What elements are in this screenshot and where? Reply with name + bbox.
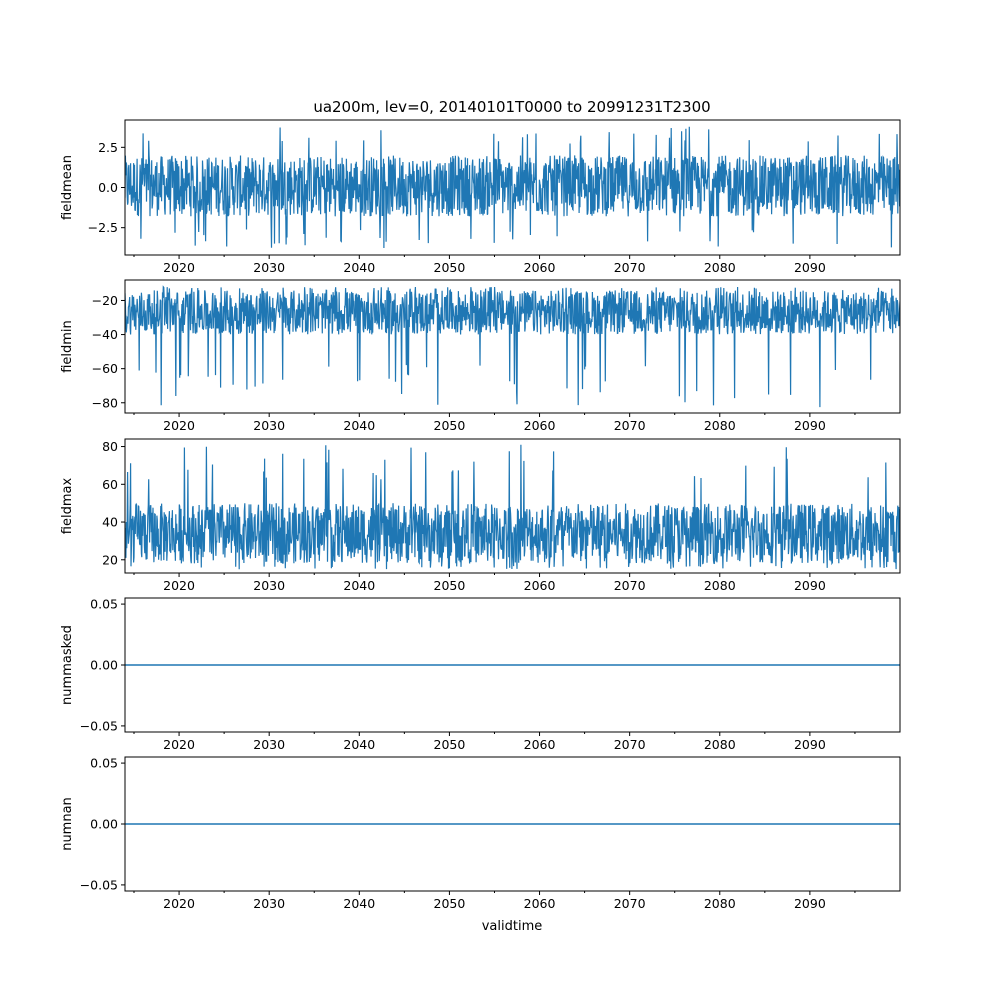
y-tick-label: −2.5 <box>88 220 118 235</box>
x-tick-label: 2090 <box>794 260 826 275</box>
y-tick-label: −0.05 <box>80 877 118 892</box>
x-tick-label: 2020 <box>163 578 195 593</box>
x-tick-label: 2050 <box>434 896 466 911</box>
subplot-fieldmin: −80 −60 −40 −20 2020 2030 2040 2050 2060 2070 2080… <box>60 279 901 433</box>
x-tick-label: 2060 <box>524 418 556 433</box>
y-tick-label: 2.5 <box>98 140 118 155</box>
y-tick-label: −60 <box>92 361 118 376</box>
x-tick-label: 2070 <box>614 418 646 433</box>
x-tick-label: 2090 <box>794 578 826 593</box>
subplot-fieldmean: −2.5 0.0 2.5 2020 2030 2040 2050 2060 2070 2080 20… <box>60 119 901 275</box>
x-tick-label: 2090 <box>794 418 826 433</box>
x-tick-label: 2070 <box>614 578 646 593</box>
x-tick-label: 2090 <box>794 896 826 911</box>
x-tick-label: 2040 <box>343 578 375 593</box>
chart-title: ua200m, lev=0, 20140101T0000 to 20991231… <box>313 98 710 116</box>
x-tick-label: 2070 <box>614 260 646 275</box>
y-tick-label: 20 <box>102 552 118 567</box>
x-tick-label: 2060 <box>524 896 556 911</box>
x-tick-label: 2030 <box>253 737 285 752</box>
x-tick-label: 2070 <box>614 737 646 752</box>
x-tick-label: 2080 <box>704 896 736 911</box>
x-tick-label: 2030 <box>253 896 285 911</box>
y-tick-label: 0.0 <box>98 180 118 195</box>
x-tick-label: 2080 <box>704 578 736 593</box>
x-tick-label: 2040 <box>343 418 375 433</box>
x-tick-label: 2060 <box>524 578 556 593</box>
x-tick-label: 2040 <box>343 737 375 752</box>
y-tick-label: 0.05 <box>90 756 118 771</box>
x-tick-label: 2020 <box>163 896 195 911</box>
y-tick-label: 0.00 <box>90 658 118 673</box>
x-tick-label: 2040 <box>343 260 375 275</box>
series-line-fieldmean <box>125 126 900 249</box>
axes-frame <box>124 438 901 574</box>
x-tick-label: 2020 <box>163 418 195 433</box>
series-line-fieldmin <box>125 285 900 408</box>
y-tick-label: −20 <box>92 293 118 308</box>
axes-frame <box>124 279 901 414</box>
y-axis-label: numnan <box>60 797 75 851</box>
x-tick-label: 2080 <box>704 737 736 752</box>
x-tick-label: 2060 <box>524 260 556 275</box>
x-tick-label: 2090 <box>794 737 826 752</box>
x-tick-label: 2070 <box>614 896 646 911</box>
y-tick-label: 80 <box>102 439 118 454</box>
x-tick-label: 2030 <box>253 260 285 275</box>
x-tick-label: 2050 <box>434 418 466 433</box>
x-tick-label: 2050 <box>434 578 466 593</box>
x-tick-label: 2050 <box>434 260 466 275</box>
x-tick-label: 2030 <box>253 418 285 433</box>
y-tick-label: 0.00 <box>90 817 118 832</box>
y-tick-label: −0.05 <box>80 718 118 733</box>
y-tick-label: −80 <box>92 395 118 410</box>
x-tick-label: 2020 <box>163 737 195 752</box>
subplot-numnan: −0.05 0.00 0.05 2020 2030 2040 2050 2060 2070 208… <box>60 756 901 911</box>
y-axis-label: fieldmin <box>60 320 75 373</box>
x-tick-label: 2080 <box>704 260 736 275</box>
y-tick-label: 60 <box>102 477 118 492</box>
x-tick-label: 2020 <box>163 260 195 275</box>
y-axis-label: fieldmax <box>60 478 75 535</box>
x-tick-label: 2080 <box>704 418 736 433</box>
y-axis-label: fieldmean <box>60 155 75 220</box>
subplot-nummasked: −0.05 0.00 0.05 2020 2030 2040 2050 2060 2070 208… <box>60 597 901 752</box>
y-axis-label: nummasked <box>60 625 75 705</box>
y-tick-label: −40 <box>92 327 118 342</box>
y-tick-label: 0.05 <box>90 597 118 612</box>
x-tick-label: 2050 <box>434 737 466 752</box>
series-line-fieldmax <box>125 444 900 570</box>
x-tick-label: 2040 <box>343 896 375 911</box>
x-tick-label: 2060 <box>524 737 556 752</box>
y-tick-label: 40 <box>102 515 118 530</box>
x-axis-label: validtime <box>482 919 543 934</box>
x-tick-label: 2030 <box>253 578 285 593</box>
